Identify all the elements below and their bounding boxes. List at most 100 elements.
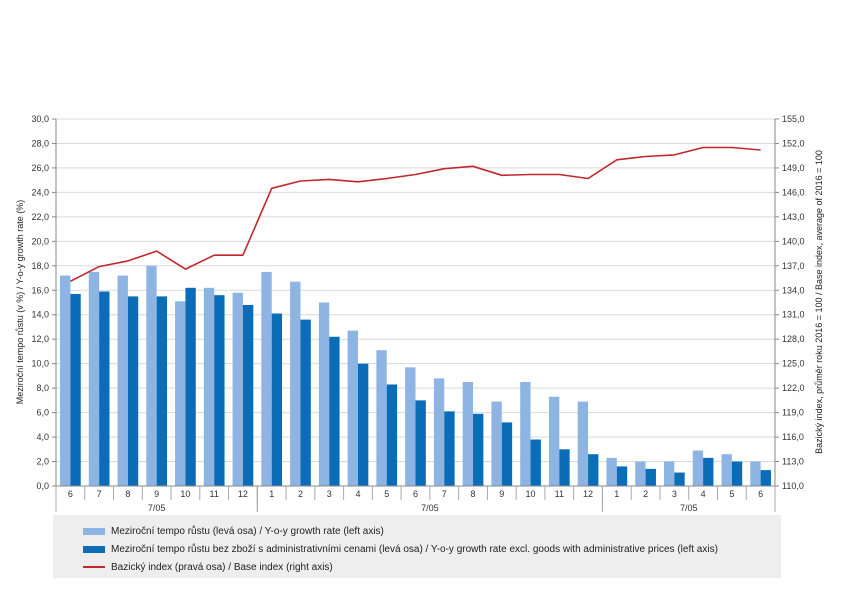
- x-tick-label: 6: [758, 489, 763, 499]
- bar-yoy: [88, 271, 100, 486]
- right-tick-label: 113,0: [782, 457, 804, 467]
- bar-yoy: [548, 396, 560, 486]
- left-axis-ticks: 0,0 2,0 4,0 6,0 8,0 10,0 12,0 14,0 16,0 18,0 20,0 2…: [31, 114, 56, 491]
- bar-yoy: [491, 401, 502, 486]
- bar-yoy: [175, 301, 186, 486]
- bar-yoy: [146, 265, 157, 486]
- left-tick-label: 20,0: [31, 236, 49, 246]
- x-tick-label: 8: [125, 489, 130, 499]
- legend-swatch-yoy: [83, 527, 105, 535]
- bar-yoy-excl: [271, 313, 283, 486]
- x-tick-label: 3: [672, 489, 677, 499]
- bar-yoy-excl: [70, 293, 81, 486]
- bar-yoy-excl: [559, 449, 570, 486]
- bar-yoy-excl: [357, 363, 369, 486]
- x-tick-label: 5: [729, 489, 734, 499]
- x-tick-label: 12: [583, 489, 593, 499]
- right-tick-label: 119,0: [782, 408, 804, 418]
- legend-label-yoy-excl: Meziroční tempo růstu bez zboží s admini…: [111, 543, 718, 555]
- right-tick-label: 134,0: [782, 285, 805, 295]
- left-tick-label: 28,0: [31, 138, 49, 148]
- axes: [55, 119, 776, 487]
- bar-yoy-excl: [99, 291, 110, 486]
- bar-yoy-excl: [703, 457, 714, 486]
- left-tick-label: 30,0: [31, 114, 49, 124]
- bar-yoy-excl: [127, 296, 139, 486]
- bar-yoy-excl: [674, 472, 685, 486]
- x-tick-label: 12: [238, 489, 248, 499]
- legend-swatch-base-index: [83, 566, 105, 568]
- x-tick-label: 1: [269, 489, 274, 499]
- bar-yoy: [60, 275, 71, 486]
- right-tick-label: 140,0: [782, 236, 805, 246]
- right-tick-label: 122,0: [782, 383, 805, 393]
- right-tick-label: 149,0: [782, 163, 805, 173]
- group-label: 7/05: [421, 503, 439, 513]
- left-tick-label: 4,0: [36, 432, 49, 442]
- bar-yoy: [261, 271, 272, 486]
- bar-yoy: [347, 330, 358, 486]
- bar-yoy-excl: [156, 296, 168, 486]
- x-tick-label: 4: [355, 489, 360, 499]
- x-tick-label: 3: [327, 489, 332, 499]
- bar-yoy: [117, 275, 128, 486]
- left-tick-label: 16,0: [31, 285, 49, 295]
- bar-yoy: [433, 378, 445, 486]
- x-tick-label: 10: [526, 489, 536, 499]
- right-axis-ticks: 110,0 113,0 116,0 119,0 122,0 125,0 128,0 131,0…: [775, 114, 805, 491]
- right-tick-label: 110,0: [782, 481, 804, 491]
- left-tick-label: 6,0: [36, 408, 49, 418]
- bar-yoy: [750, 461, 761, 486]
- x-tick-label: 11: [210, 489, 219, 499]
- x-tick-label: 5: [384, 489, 389, 499]
- x-tick-label: 6: [413, 489, 418, 499]
- x-tick-label: 9: [154, 489, 159, 499]
- left-tick-label: 22,0: [31, 212, 49, 222]
- base-index-line: [70, 146, 761, 283]
- legend-swatch-yoy-excl: [83, 545, 105, 553]
- bars: [60, 265, 771, 486]
- right-tick-label: 116,0: [782, 432, 804, 442]
- legend-item-base-index[interactable]: Bazický index (pravá osa) / Base index (…: [83, 560, 333, 574]
- x-tick-label: 7: [442, 489, 447, 499]
- bar-yoy-excl: [530, 439, 541, 486]
- x-tick-label: 10: [180, 489, 190, 499]
- left-tick-label: 12,0: [31, 334, 49, 344]
- right-tick-label: 155,0: [782, 114, 805, 124]
- left-tick-label: 2,0: [36, 457, 49, 467]
- x-tick-label: 4: [701, 489, 706, 499]
- bar-yoy-excl: [214, 295, 225, 486]
- x-tick-label: 11: [555, 489, 564, 499]
- bar-yoy: [290, 281, 301, 486]
- left-tick-label: 10,0: [31, 359, 49, 369]
- x-tick-label: 1: [614, 489, 619, 499]
- left-tick-label: 24,0: [31, 187, 49, 197]
- legend: Meziroční tempo růstu (levá osa) / Y-o-y…: [53, 515, 781, 578]
- line-base-index: [70, 146, 761, 283]
- right-tick-label: 128,0: [782, 334, 805, 344]
- left-axis-title: Meziroční tempo růstu (v %) / Y-o-y grow…: [15, 200, 25, 405]
- legend-item-yoy-excl[interactable]: Meziroční tempo růstu bez zboží s admini…: [83, 542, 718, 556]
- right-tick-label: 143,0: [782, 212, 805, 222]
- right-tick-label: 152,0: [782, 138, 805, 148]
- bar-yoy-excl: [444, 411, 455, 486]
- bar-yoy: [232, 292, 243, 486]
- bar-yoy-excl: [616, 466, 628, 486]
- bar-yoy-excl: [645, 468, 656, 486]
- bar-yoy-excl: [473, 413, 484, 486]
- legend-item-yoy[interactable]: Meziroční tempo růstu (levá osa) / Y-o-y…: [83, 524, 384, 538]
- x-tick-label: 2: [298, 489, 303, 499]
- group-label: 7/05: [148, 503, 166, 513]
- left-tick-label: 26,0: [31, 163, 49, 173]
- x-tick-label: 9: [499, 489, 504, 499]
- legend-label-base-index: Bazický index (pravá osa) / Base index (…: [111, 561, 333, 573]
- bar-yoy: [318, 302, 330, 486]
- bar-yoy-excl: [329, 336, 340, 486]
- x-tick-label: 8: [471, 489, 476, 499]
- x-tick-label: 7: [97, 489, 102, 499]
- bar-yoy: [577, 401, 589, 486]
- bar-yoy-excl: [760, 470, 771, 486]
- bar-yoy: [663, 461, 675, 486]
- bar-yoy: [520, 382, 531, 486]
- left-tick-label: 18,0: [31, 261, 49, 271]
